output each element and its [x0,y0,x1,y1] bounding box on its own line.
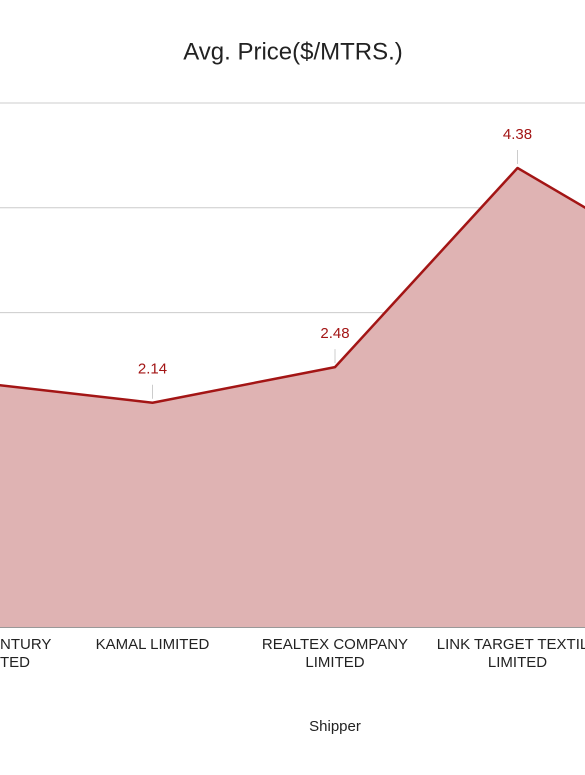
x-tick-label: LINK TARGET TEXTILE LIMITED [437,636,585,671]
x-tick-label: REALTEX COMPANY LIMITED [262,636,408,671]
x-tick-label: NTURY TED [0,636,51,671]
chart-title: Avg. Price($/MTRS.) [183,38,403,65]
data-label: 4.38 [503,126,532,143]
area-fill [0,167,585,627]
x-axis-title: Shipper [309,718,361,735]
x-tick-label: KAMAL LIMITED [96,636,210,653]
data-label: 2.14 [138,361,167,378]
area-line [0,166,585,404]
data-label: 2.48 [320,325,349,342]
